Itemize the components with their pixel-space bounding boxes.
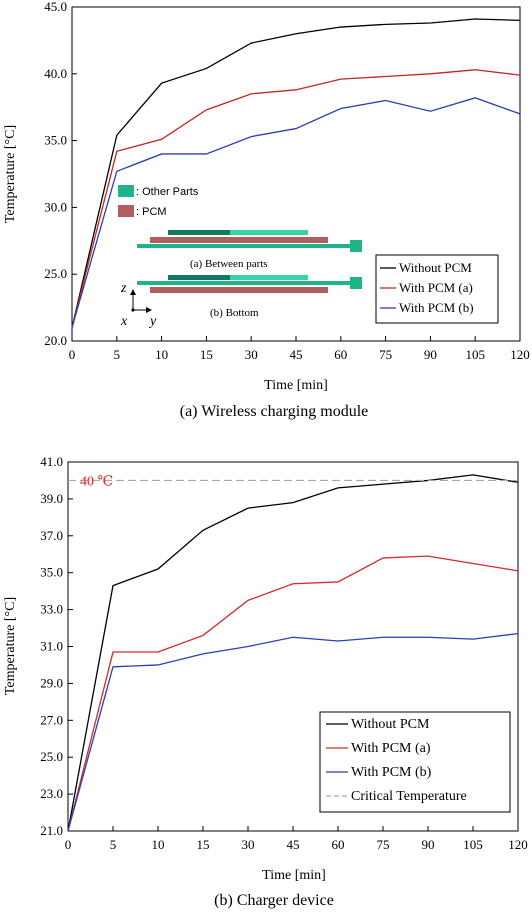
inset-legend-pcm-label: : PCM bbox=[136, 206, 167, 218]
inset-legend-pcm-swatch bbox=[118, 205, 134, 217]
chart-a-xlabel: Time [min] bbox=[264, 378, 328, 393]
chart-b-y-ticks: 21.0 23.0 25.0 27.0 29.0 31.0 33.0 35.0 37.0 39.0… bbox=[40, 454, 73, 838]
legend-label-3: Critical Temperature bbox=[351, 789, 467, 804]
chart-b-caption: (b) Charger device bbox=[214, 892, 334, 909]
x-tick-label: 45 bbox=[287, 837, 300, 852]
inset-axis-origin bbox=[131, 308, 135, 312]
inset-axis-y-label: y bbox=[148, 314, 157, 329]
y-tick-label: 35.0 bbox=[40, 565, 63, 580]
x-tick-label: 105 bbox=[465, 347, 485, 362]
inset-a-connector bbox=[350, 240, 362, 252]
legend-label-0: Without PCM bbox=[351, 717, 430, 732]
x-tick-label: 0 bbox=[65, 837, 72, 852]
inset-a-pcm-layer bbox=[150, 237, 328, 243]
legend-label-2: With PCM (b) bbox=[351, 765, 432, 780]
chart-a-y-ticks: 20.0 25.0 30.0 35.0 40.0 45.0 bbox=[44, 0, 77, 348]
x-tick-label: 45 bbox=[290, 347, 303, 362]
chart-a-legend: Without PCM With PCM (a) With PCM (b) bbox=[375, 254, 499, 324]
y-tick-label: 39.0 bbox=[40, 491, 63, 506]
legend-label-1: With PCM (a) bbox=[399, 280, 473, 295]
series-line-0 bbox=[67, 474, 519, 832]
inset-axis-z-label: z bbox=[120, 281, 127, 296]
chart-a-x-ticks: 0 5 10 15 30 45 60 75 90 105 120 bbox=[69, 336, 530, 362]
x-tick-label: 75 bbox=[379, 347, 392, 362]
series-line-2 bbox=[71, 97, 521, 328]
chart-a: 20.0 25.0 30.0 35.0 40.0 45.0 0 5 10 15 30 45 60 75 9… bbox=[3, 0, 530, 420]
x-tick-label: 30 bbox=[242, 837, 255, 852]
chart-b-xlabel: Time [min] bbox=[262, 868, 326, 883]
inset-b-pcm-layer bbox=[150, 287, 328, 293]
y-tick-label: 45.0 bbox=[44, 0, 67, 14]
x-tick-label: 60 bbox=[334, 347, 347, 362]
y-tick-label: 20.0 bbox=[44, 333, 67, 348]
chart-b-series bbox=[67, 474, 519, 832]
series-line-1 bbox=[71, 69, 521, 328]
inset-b-board bbox=[137, 281, 352, 285]
y-tick-label: 25.0 bbox=[40, 749, 63, 764]
chart-b-legend-items: Without PCM With PCM (a) With PCM (b) Criti… bbox=[326, 717, 467, 804]
chart-b: 21.0 23.0 25.0 27.0 29.0 31.0 33.0 35.0 37.0 39.0… bbox=[3, 454, 528, 909]
y-tick-label: 30.0 bbox=[44, 199, 67, 214]
x-tick-label: 15 bbox=[197, 837, 210, 852]
inset-legend-other-swatch bbox=[118, 185, 134, 197]
series-line-2 bbox=[67, 632, 519, 832]
y-tick-label: 41.0 bbox=[40, 454, 63, 469]
inset-a-top-part-light bbox=[230, 230, 308, 235]
chart-b-legend-frame bbox=[319, 711, 511, 813]
series-line-0 bbox=[71, 18, 521, 328]
inset-a-board bbox=[137, 244, 352, 248]
chart-b-x-ticks: 0 5 10 15 30 45 60 75 90 105 120 bbox=[65, 826, 528, 852]
legend-label-2: With PCM (b) bbox=[399, 300, 474, 315]
x-tick-label: 30 bbox=[245, 347, 258, 362]
y-tick-label: 37.0 bbox=[40, 528, 63, 543]
y-tick-label: 27.0 bbox=[40, 712, 63, 727]
x-tick-label: 5 bbox=[114, 347, 121, 362]
chart-a-legend-frame bbox=[375, 254, 499, 324]
inset-axis-y-head bbox=[146, 307, 152, 313]
inset-legend-other-label: : Other Parts bbox=[136, 186, 199, 198]
chart-a-series bbox=[71, 18, 521, 328]
series-line-1 bbox=[67, 555, 519, 832]
chart-b-annotation: 40 ℃ bbox=[80, 474, 113, 489]
y-tick-label: 35.0 bbox=[44, 133, 67, 148]
legend-label-0: Without PCM bbox=[399, 260, 472, 275]
chart-b-legend: Without PCM With PCM (a) With PCM (b) Criti… bbox=[319, 711, 511, 813]
inset-b-connector bbox=[350, 277, 362, 289]
x-tick-label: 0 bbox=[69, 347, 76, 362]
inset-label-a: (a) Between parts bbox=[190, 258, 268, 270]
inset-illustration: : Other Parts : PCM (a) Between parts z bbox=[118, 185, 362, 329]
legend-label-1: With PCM (a) bbox=[351, 741, 431, 756]
y-tick-label: 29.0 bbox=[40, 675, 63, 690]
y-tick-label: 21.0 bbox=[40, 823, 63, 838]
inset-label-b: (b) Bottom bbox=[210, 307, 259, 319]
x-tick-label: 10 bbox=[155, 347, 168, 362]
x-tick-label: 90 bbox=[424, 347, 437, 362]
x-tick-label: 5 bbox=[110, 837, 117, 852]
x-tick-label: 105 bbox=[463, 837, 483, 852]
x-tick-label: 120 bbox=[510, 347, 530, 362]
x-tick-label: 10 bbox=[152, 837, 165, 852]
x-tick-label: 60 bbox=[332, 837, 345, 852]
y-tick-label: 31.0 bbox=[40, 639, 63, 654]
chart-a-ylabel: Temperature [°C] bbox=[3, 125, 18, 223]
y-tick-label: 23.0 bbox=[40, 786, 63, 801]
x-tick-label: 75 bbox=[377, 837, 390, 852]
x-tick-label: 90 bbox=[422, 837, 435, 852]
chart-a-legend-items: Without PCM With PCM (a) With PCM (b) bbox=[380, 260, 474, 315]
inset-axis-z-head bbox=[130, 289, 136, 295]
chart-a-caption: (a) Wireless charging module bbox=[180, 403, 368, 420]
x-tick-label: 15 bbox=[200, 347, 213, 362]
inset-b-top-part-light bbox=[230, 275, 308, 280]
chart-b-ylabel: Temperature [°C] bbox=[3, 597, 18, 695]
y-tick-label: 40.0 bbox=[44, 66, 67, 81]
inset-axis-x-label: x bbox=[120, 314, 128, 329]
y-tick-label: 25.0 bbox=[44, 266, 67, 281]
y-tick-label: 33.0 bbox=[40, 602, 63, 617]
x-tick-label: 120 bbox=[508, 837, 528, 852]
